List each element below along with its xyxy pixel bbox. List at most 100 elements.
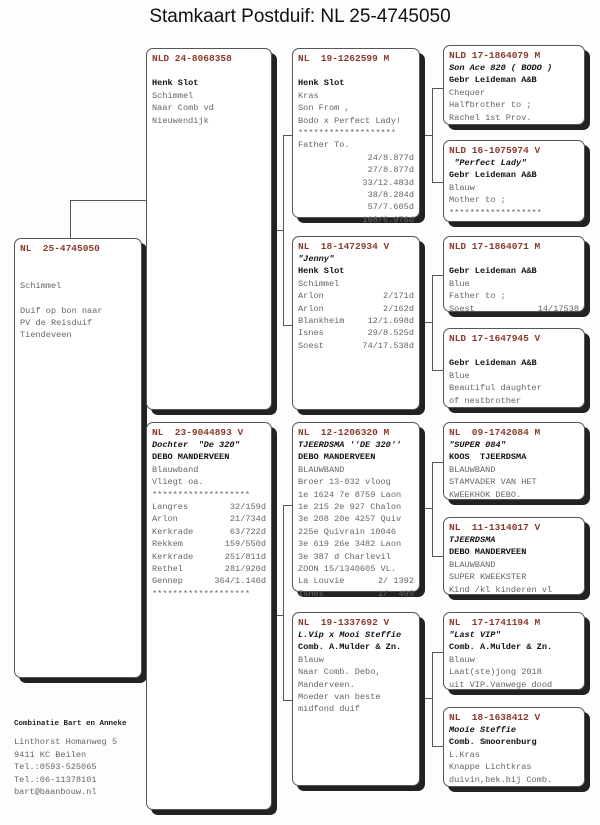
connector-line: [425, 698, 432, 699]
card-line-text: Laat(ste)jong 2018: [449, 667, 542, 678]
card-line-text: Knappe Lichtkras: [449, 762, 532, 773]
card-line-result: 57/7.605d: [367, 202, 414, 213]
card-line-result: 159/550d: [224, 539, 266, 550]
connector-line: [70, 200, 146, 201]
pigeon-card-dd: NL 19-1337692 V L.Vip x Mooi Steffie Comb.…: [292, 612, 420, 786]
connector-line: [432, 88, 433, 183]
card-line: *******************: [152, 588, 266, 600]
card-line-text: La Louvie: [298, 576, 345, 587]
card-line: DEBO MANDERVEEN: [152, 451, 266, 463]
card-line: Kerkrade 63/722d: [152, 526, 266, 538]
card-line: Gebr Leideman A&B: [449, 357, 579, 369]
card-line: DEBO MANDERVEEN: [449, 546, 579, 558]
card-line: Naar Comb vd: [152, 102, 266, 114]
card-line: [298, 65, 414, 77]
card-line-result: 251/811d: [224, 551, 266, 562]
card-line-text: Gebr Leideman A&B: [449, 266, 537, 277]
card-line: PV de Reisduif: [20, 317, 136, 329]
card-line-result: 33/12.483d: [362, 177, 414, 188]
card-line: BLAUWBAND: [449, 559, 579, 571]
card-line: Soest 14/17538: [449, 303, 579, 315]
card-line-text: TJEERDSMA: [449, 535, 496, 545]
card-line: Broer 13-032 vloog: [298, 476, 414, 488]
card-line-text: Schimmel: [152, 90, 194, 101]
card-line-text: Naar Comb. Debo,: [298, 667, 381, 678]
card-line: Chequer: [449, 87, 579, 99]
card-line: of nestbrother: [449, 395, 579, 407]
card-line: Duif op bon naar: [20, 305, 136, 317]
card-line-text: Soest: [298, 340, 324, 351]
breeder-email: bart@baanbouw.nl: [14, 787, 97, 798]
card-line: [20, 255, 136, 267]
ring-number: NL 17-1741194 M: [449, 617, 541, 628]
card-line-text: Chequer: [449, 87, 486, 98]
card-line: Moeder van beste: [298, 691, 414, 703]
card-line-result: 2/171d: [383, 291, 414, 302]
connector-line: [276, 615, 283, 616]
ring-number: NL 18-1638412 V: [449, 712, 541, 723]
card-line-text: Kerkrade: [152, 526, 194, 537]
ring-number: NLD 17-1647945 V: [449, 333, 541, 344]
card-line: Blauw: [449, 182, 579, 194]
card-line-text: duivin,bek.bij Comb.: [449, 774, 553, 785]
card-line-result: 29/8.525d: [367, 328, 414, 339]
pigeon-card-ss: NL 19-1262599 M Henk Slot Kras Son From , Bo…: [292, 48, 420, 225]
breeder-name: Combinatie Bart en Anneke: [14, 720, 127, 728]
card-line-text: Mooie Steffie: [449, 725, 517, 735]
card-line: Naar Comb. Debo,: [298, 666, 414, 678]
card-line: TJEERDSMA ''DE 320'': [298, 439, 414, 451]
card-line-text: Beautiful daughter: [449, 383, 542, 394]
card-line: Blue: [449, 278, 579, 290]
card-line: Son From ,: [298, 102, 414, 114]
breeder-phone: Tel.:0593-525065: [14, 762, 97, 773]
card-line: DEBO MANDERVEEN: [298, 451, 414, 463]
card-line: Gebr Leideman A&B: [449, 169, 579, 181]
card-line: Rekkem 159/550d: [152, 538, 266, 550]
connector-line: [425, 508, 432, 509]
card-line-text: Son Ace 820 ( BODO ): [449, 63, 553, 73]
breeder-info: Combinatie Bart en Anneke Linthorst Homa…: [14, 718, 127, 798]
card-line-text: Bodo x Perfect Lady!: [298, 115, 402, 126]
pigeon-card-sds: NLD 17-1864071 M Gebr Leideman A&B Blue Fat…: [443, 236, 585, 315]
page-title: Stamkaart Postduif: NL 25-4745050: [149, 6, 451, 27]
card-line-result: 74/17.538d: [362, 340, 414, 351]
card-line-text: Gebr Leideman A&B: [449, 75, 537, 86]
pigeon-card-sss: NLD 17-1864079 M Son Ace 820 ( BODO ) Gebr…: [443, 45, 585, 125]
card-line: Schimmel: [298, 278, 414, 290]
card-line: 1e 215 2e 927 Chalon: [298, 501, 414, 513]
connector-line: [283, 505, 292, 506]
card-line-text: *******************: [152, 588, 250, 599]
card-line-text: Soest: [449, 303, 475, 314]
connector-line: [432, 652, 443, 653]
card-line-text: Blauwband: [152, 464, 199, 475]
card-line: Isnes 29/8.525d: [298, 327, 414, 339]
card-line: Tiendeveen: [20, 329, 136, 341]
card-line-text: PV de Reisduif: [20, 317, 93, 328]
card-line: [20, 292, 136, 304]
card-line: 3e 208 20e 4257 Quiv: [298, 513, 414, 525]
card-line: [152, 65, 266, 77]
card-line: *******************: [298, 127, 414, 139]
card-line-text: Kras: [298, 90, 319, 101]
card-line-text: Mother to ;: [449, 195, 506, 206]
pigeon-card-dam: NL 23-9044893 V Dochter "De 320" DEBO MAND…: [146, 422, 272, 810]
card-line-text: Schimmel: [20, 280, 62, 291]
card-line-text: Langres: [152, 502, 189, 513]
connector-line: [283, 325, 292, 326]
card-line-text: 225e Quivrain 10046: [298, 526, 396, 537]
card-line-result: 24/8.877d: [367, 152, 414, 163]
card-line: Dochter "De 320": [152, 439, 266, 451]
card-line: Kras: [298, 90, 414, 102]
pigeon-card-dds: NL 17-1741194 M "Last VIP" Comb. A.Mulder …: [443, 612, 585, 690]
card-line-text: ******************: [449, 207, 542, 218]
card-line: 33/12.483d: [298, 177, 414, 189]
ring-number: NL 19-1262599 M: [298, 53, 390, 64]
pigeon-card-subject: NL 25-4745050 Schimmel Duif op bon naar PV …: [14, 238, 142, 678]
card-line: Kind /kl kinderen vl: [449, 584, 579, 596]
ring-number: NLD 16-1075974 V: [449, 145, 541, 156]
card-line: Blauw: [298, 654, 414, 666]
ring-number: NL 18-1472934 V: [298, 241, 390, 252]
card-line-result: 63/722d: [229, 526, 266, 537]
connector-line: [432, 275, 433, 370]
card-line-result: 38/8.284d: [367, 190, 414, 201]
